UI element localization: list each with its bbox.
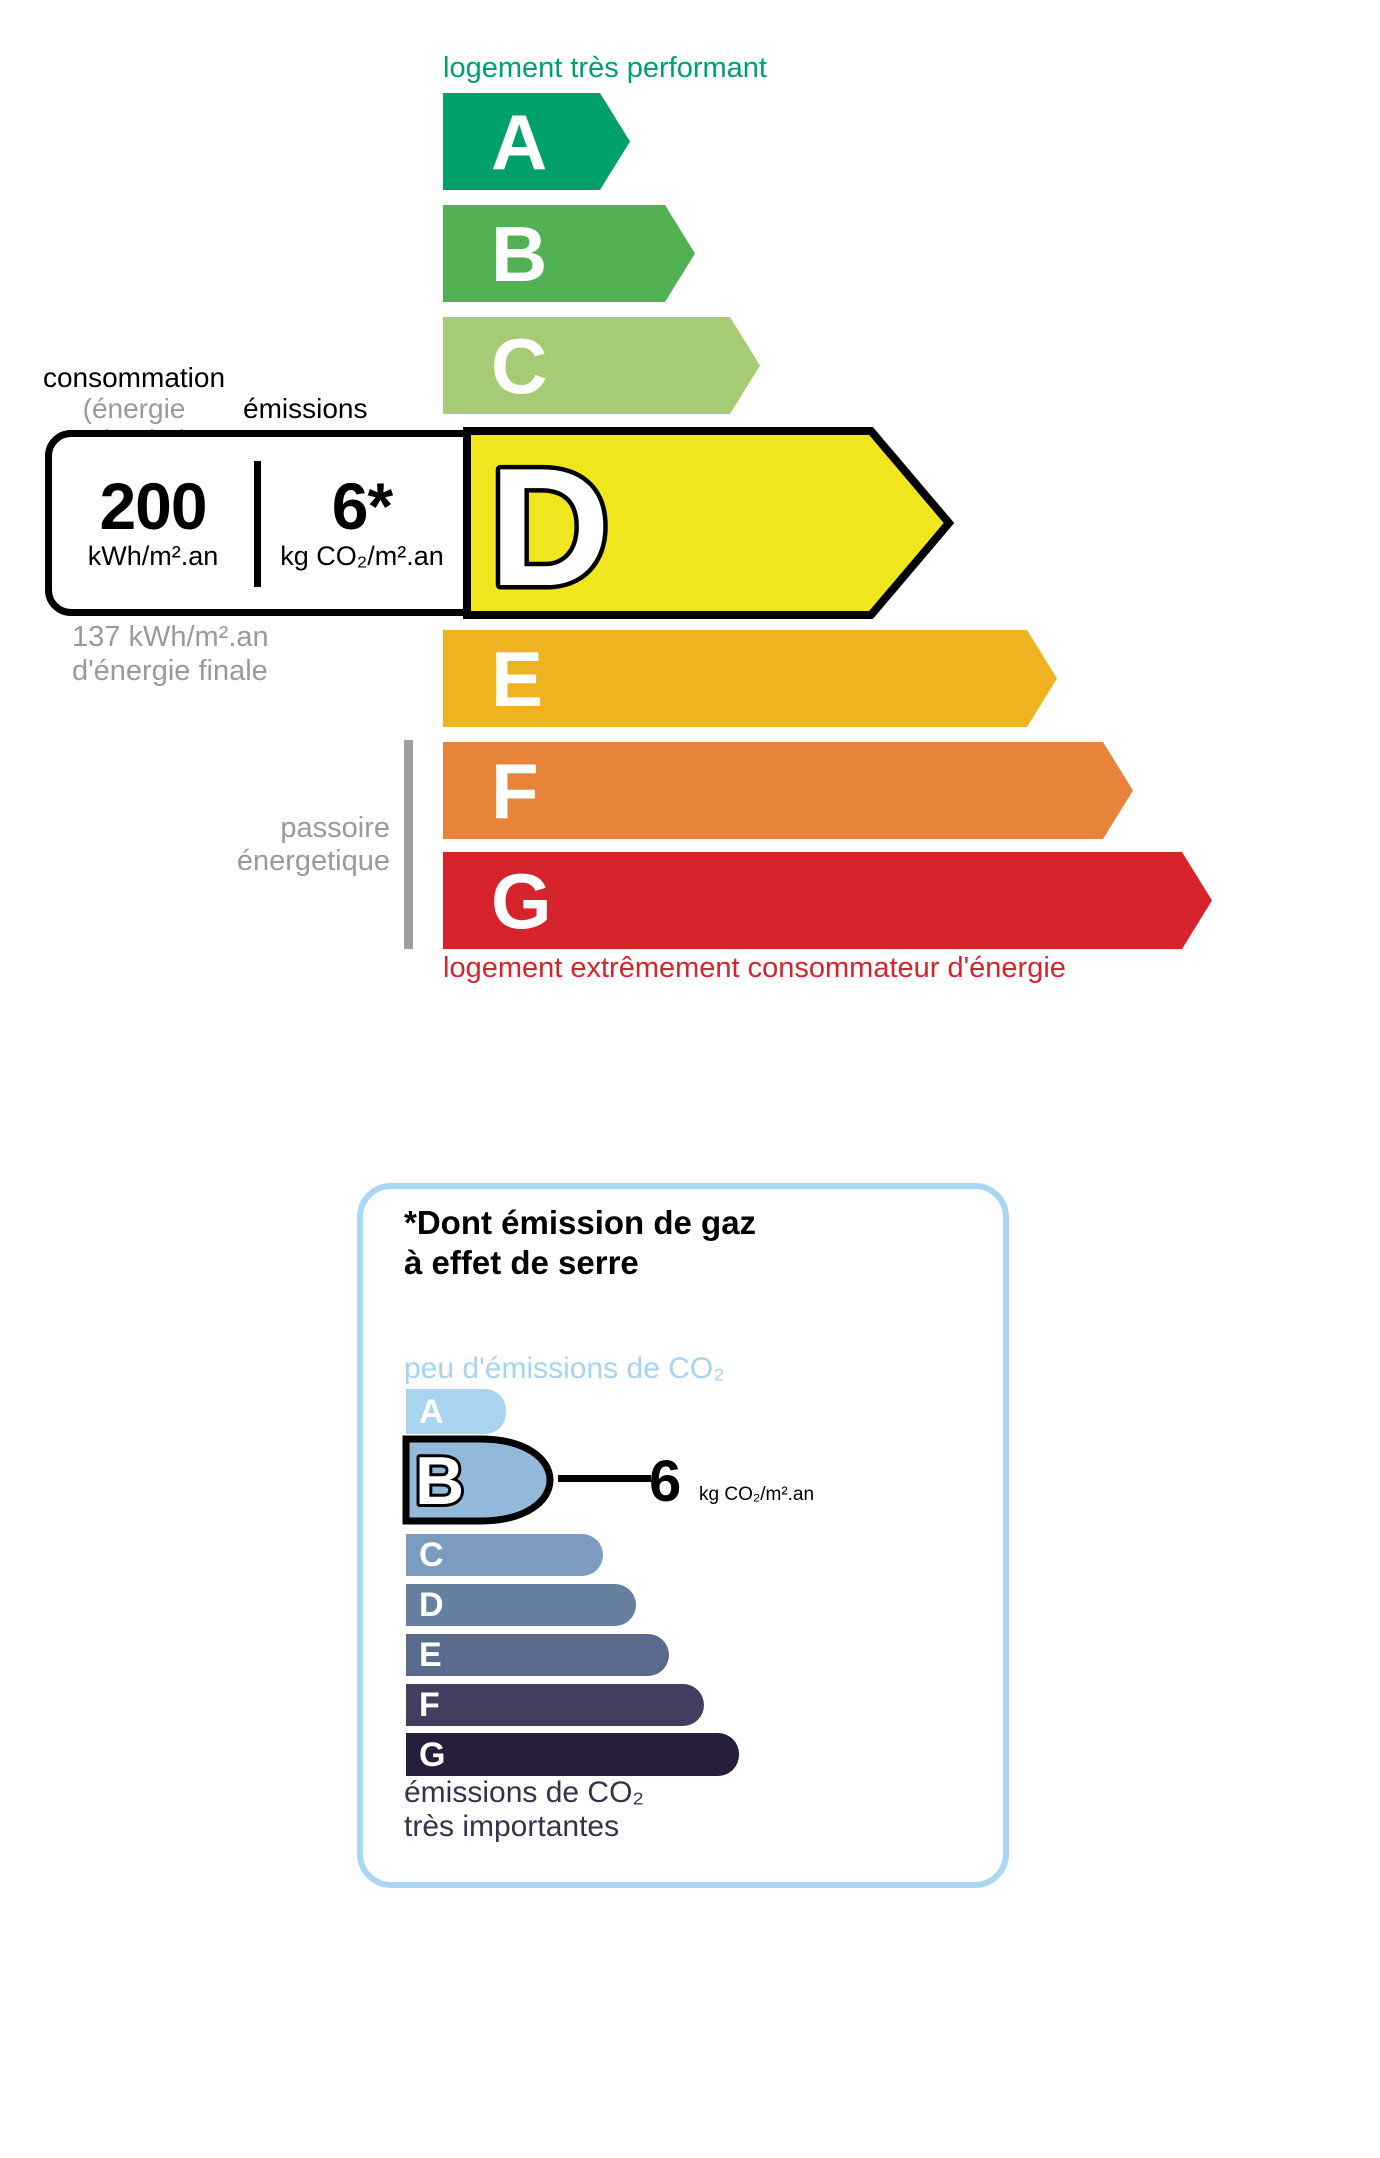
energy-class-bar-c: C	[443, 317, 760, 414]
energy-class-d-shape	[463, 427, 955, 619]
co2-class-letter-a: A	[419, 1392, 444, 1431]
co2-class-b-shape	[402, 1435, 554, 1525]
emissions-value: 6*	[331, 469, 393, 543]
energy-class-bar-f: F	[443, 742, 1133, 839]
co2-rating-unit: kg CO₂/m².an	[699, 1484, 815, 1505]
bottom-consumption-note: logement extrêmement consommateur d'éner…	[443, 952, 1066, 984]
value-box-divider	[254, 461, 261, 587]
co2-panel-title-line1: *Dont émission de gaz	[404, 1204, 757, 1241]
energy-sieve-bracket	[404, 740, 413, 949]
co2-high-emissions-note-line1: émissions de CO₂	[404, 1776, 645, 1809]
energy-class-letter-c: C	[491, 321, 548, 410]
co2-class-letter-f: F	[419, 1686, 440, 1724]
energy-class-letter-f: F	[491, 746, 539, 835]
value-box: 200 kWh/m².an 6* kg CO₂/m².an	[45, 430, 470, 616]
emissions-unit: kg CO₂/m².an	[280, 541, 444, 571]
energy-class-letter-d: D	[489, 433, 610, 619]
co2-class-letter-c: C	[419, 1536, 444, 1574]
top-performance-note: logement très performant	[443, 52, 767, 84]
energy-class-bar-g: G	[443, 852, 1212, 949]
co2-class-letter-b: B	[415, 1443, 464, 1519]
energy-sieve-label: passoire énergetique	[150, 812, 390, 878]
energy-class-letter-a: A	[491, 97, 548, 186]
co2-class-bar-c: C	[406, 1534, 603, 1576]
energy-class-bar-b: B	[443, 205, 695, 302]
energy-class-letter-e: E	[491, 634, 544, 723]
final-energy-note-line1: 137 kWh/m².an	[72, 621, 269, 653]
energy-class-letter-g: G	[491, 856, 552, 945]
co2-panel: *Dont émission de gaz à effet de serre p…	[357, 1183, 1009, 1888]
co2-class-bar-d: D	[406, 1584, 636, 1626]
co2-class-bar-a: A	[406, 1389, 506, 1434]
consumption-unit: kWh/m².an	[87, 541, 219, 571]
energy-class-bar-a: A	[443, 93, 630, 190]
consumption-column: 200 kWh/m².an	[52, 437, 254, 609]
emissions-header: émissions	[243, 393, 368, 424]
energy-sieve-label-line1: passoire	[280, 812, 390, 844]
co2-panel-title-line2: à effet de serre	[404, 1244, 639, 1281]
co2-class-bar-e: E	[406, 1634, 669, 1676]
energy-class-bar-d: D	[463, 427, 955, 619]
energy-class-letter-b: B	[491, 209, 548, 298]
co2-high-emissions-note-line2: très importantes	[404, 1810, 620, 1843]
co2-class-bar-g: G	[406, 1733, 739, 1776]
co2-rating-value: 6	[649, 1449, 682, 1514]
co2-class-bar-f: F	[406, 1684, 704, 1726]
co2-class-bar-b: B	[402, 1435, 554, 1525]
co2-class-letter-g: G	[419, 1735, 446, 1774]
co2-high-emissions-note: émissions de CO₂ très importantes	[404, 1776, 644, 1844]
final-energy-note: 137 kWh/m².an d'énergie finale	[72, 620, 269, 688]
consumption-header-line1: consommation	[42, 362, 226, 393]
consumption-value: 200	[99, 469, 207, 543]
energy-class-bar-e: E	[443, 630, 1057, 727]
co2-rating-callout-line	[558, 1475, 651, 1482]
co2-panel-title: *Dont émission de gaz à effet de serre	[404, 1203, 756, 1283]
energy-sieve-label-line2: énergetique	[236, 845, 390, 877]
co2-class-letter-d: D	[419, 1586, 444, 1624]
emissions-column: 6* kg CO₂/m².an	[261, 437, 463, 609]
final-energy-note-line2: d'énergie finale	[72, 655, 268, 687]
co2-low-emissions-note: peu d'émissions de CO₂	[404, 1352, 725, 1385]
co2-class-letter-e: E	[419, 1636, 442, 1674]
